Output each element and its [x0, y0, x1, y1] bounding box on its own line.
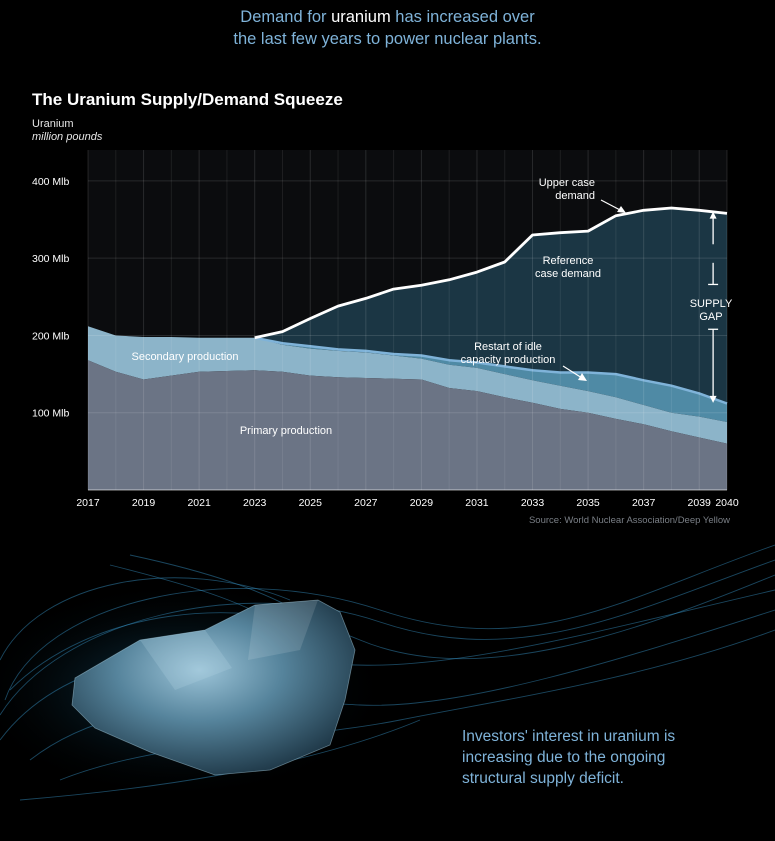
- primary-area: [88, 360, 727, 490]
- x-tick-label: 2029: [410, 497, 434, 509]
- gap-arrowhead-bottom: [709, 395, 717, 403]
- uranium-rock: [71, 599, 356, 776]
- bottom-caption-line: increasing due to the ongoing: [462, 749, 666, 766]
- annotation-line: capacity production: [461, 354, 556, 366]
- headline: Demand for uranium has increased over th…: [0, 6, 775, 50]
- x-tick-label: 2019: [132, 497, 156, 509]
- annotation-line: Upper case: [539, 177, 595, 189]
- annotation-reference: Reference case demand: [535, 255, 601, 280]
- headline-part2: has increased over: [390, 8, 535, 26]
- headline-highlight: uranium: [331, 8, 391, 26]
- annotation-line: GAP: [699, 311, 722, 323]
- annotation-primary: Primary production: [240, 425, 332, 437]
- upper-pointer-head: [617, 206, 626, 213]
- x-tick-label: 2037: [632, 497, 656, 509]
- headline-part1: Demand for: [240, 8, 332, 26]
- bottom-caption-line: structural supply deficit.: [462, 770, 624, 787]
- x-tick-label: 2027: [354, 497, 378, 509]
- x-tick-label: 2035: [576, 497, 600, 509]
- annotation-upper: Upper case demand: [539, 177, 595, 202]
- bottom-caption: Investors' interest in uranium is increa…: [462, 726, 762, 789]
- annotation-line: Secondary production: [131, 351, 238, 363]
- y-tick-label: 200 Mlb: [32, 330, 70, 342]
- secondary-area: [88, 326, 727, 444]
- annotation-restart: Restart of idle capacity production: [461, 341, 556, 366]
- annotation-line: Primary production: [240, 425, 332, 437]
- supply-gap-area: [254, 208, 727, 404]
- annotation-secondary: Secondary production: [131, 351, 238, 363]
- upper-demand-line: [254, 206, 728, 340]
- x-tick-label: 2039: [688, 497, 712, 509]
- y-axis-label: Uranium: [32, 118, 74, 130]
- chart-title: The Uranium Supply/Demand Squeeze: [32, 90, 343, 109]
- source-note: Source: World Nuclear Association/Deep Y…: [528, 515, 730, 526]
- y-axis-title: Uranium million pounds: [32, 118, 102, 144]
- annotation-line: demand: [555, 190, 595, 202]
- y-tick-label: 100 Mlb: [32, 408, 70, 420]
- x-tick-label: 2017: [76, 497, 100, 509]
- annotation-line: case demand: [535, 268, 601, 280]
- upper-pointer: [600, 199, 623, 212]
- x-tick-label: 2033: [521, 497, 545, 509]
- x-tick-label: 2021: [187, 497, 211, 509]
- x-tick-label: 2040: [715, 497, 739, 509]
- annotation-line: SUPPLY: [690, 298, 733, 310]
- bottom-caption-line: Investors' interest in uranium is: [462, 728, 676, 745]
- x-tick-label: 2025: [299, 497, 323, 509]
- y-tick-label: 300 Mlb: [32, 253, 70, 265]
- annotation-line: Reference: [543, 255, 594, 267]
- restart-pointer-head: [578, 373, 587, 381]
- y-tick-label: 400 Mlb: [32, 176, 70, 188]
- restart-pointer: [562, 365, 583, 379]
- x-tick-label: 2031: [465, 497, 489, 509]
- x-tick-label: 2023: [243, 497, 267, 509]
- annotation-gap: SUPPLY GAP: [690, 298, 733, 323]
- gap-arrowhead-top: [709, 211, 717, 219]
- annotation-line: Restart of idle: [474, 341, 542, 353]
- reference-demand-line: [254, 336, 728, 405]
- headline-line2: the last few years to power nuclear plan…: [233, 30, 542, 48]
- y-axis-unit: million pounds: [32, 131, 103, 143]
